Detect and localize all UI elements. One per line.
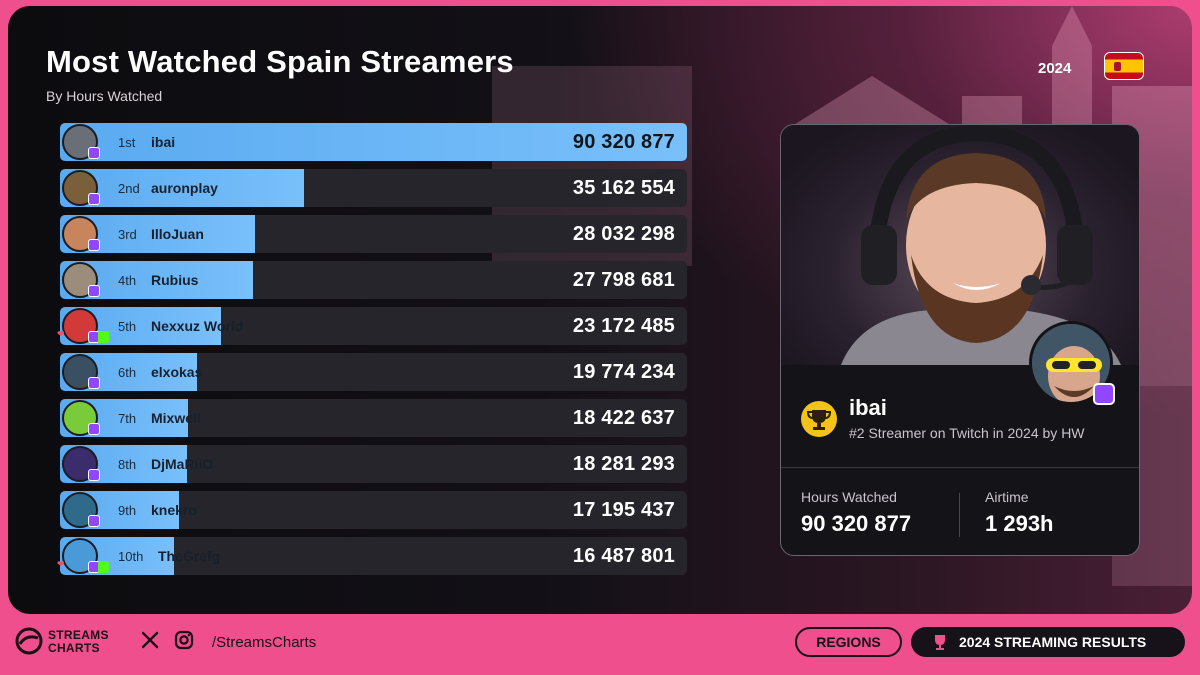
twitch-icon	[88, 239, 100, 251]
chart-row: 1st ibai 90 320 877	[60, 123, 687, 161]
rank-label: 3rd	[118, 227, 137, 242]
social-handle[interactable]: /StreamsCharts	[212, 634, 317, 651]
regions-button[interactable]: REGIONS	[795, 627, 902, 657]
hours-value-label: 90 320 877	[572, 131, 675, 153]
bar	[60, 169, 304, 207]
rank-label: 7th	[118, 411, 137, 426]
hours-value-label: 23 172 485	[572, 315, 675, 337]
kick-icon	[98, 331, 109, 343]
twitch-icon	[88, 193, 100, 205]
airtime-value: 1 293h	[985, 511, 1054, 536]
hours-value-label: 19 774 234	[572, 361, 675, 383]
hours-value-label: 27 798 681	[572, 269, 675, 291]
spain-flag-icon	[1104, 52, 1144, 80]
hours-value-label: 28 032 298	[572, 223, 675, 245]
chart-row: ❤ 10th TheGrefg 16 487 801	[57, 537, 687, 575]
rank-label: 9th	[118, 503, 137, 518]
bar-chart: 1st ibai 90 320 877 2nd auronplay 35 162 554 3…	[57, 123, 687, 583]
streaming-results-button[interactable]: 2024 STREAMING RESULTS	[911, 627, 1185, 657]
twitch-icon	[1093, 383, 1115, 405]
twitch-icon	[88, 515, 100, 527]
rank-label: 2nd	[118, 181, 140, 196]
rank-label: 4th	[118, 273, 137, 288]
streams-charts-logo-icon	[15, 627, 43, 655]
twitch-icon	[88, 285, 100, 297]
twitch-icon	[88, 377, 100, 389]
hours-value-label: 18 281 293	[572, 453, 675, 475]
streamer-name: Rubius	[151, 272, 199, 288]
streamer-name: Mixwell	[151, 410, 201, 426]
twitch-icon	[88, 423, 100, 435]
chart-row: 6th elxokas 19 774 234	[60, 353, 687, 391]
hours-value-label: 17 195 437	[572, 499, 675, 521]
profile-name: ibai	[849, 395, 887, 420]
chart-row: 7th Mixwell 18 422 637	[60, 399, 687, 437]
chart-row: ❤ 5th Nexxuz World 23 172 485	[57, 307, 687, 345]
hours-value-label: 35 162 554	[572, 177, 675, 199]
streamer-name: knekro	[151, 502, 197, 518]
instagram-icon[interactable]	[174, 630, 194, 650]
rank-label: 1st	[118, 135, 136, 150]
chart-row: 4th Rubius 27 798 681	[60, 261, 687, 299]
trophy-icon	[935, 635, 945, 650]
hours-value-label: 16 487 801	[572, 545, 675, 567]
trophy-icon	[801, 401, 837, 437]
twitch-icon	[88, 147, 100, 159]
chart-row: 9th knekro 17 195 437	[60, 491, 687, 529]
profile-description: #2 Streamer on Twitch in 2024 by HW	[849, 425, 1085, 441]
rank-label: 6th	[118, 365, 137, 380]
chart-row: 8th DjMaRiiO 18 281 293	[60, 445, 687, 483]
rank-label: 5th	[118, 319, 137, 334]
airtime-label: Airtime	[985, 489, 1029, 505]
profile-card: ibai #2 Streamer on Twitch in 2024 by HW…	[780, 124, 1140, 556]
card-divider	[781, 467, 1139, 468]
hours-watched-label: Hours Watched	[801, 489, 897, 505]
rank-label: 8th	[118, 457, 137, 472]
twitch-icon	[88, 469, 100, 481]
streamer-name: TheGrefg	[158, 548, 221, 564]
x-twitter-icon[interactable]	[140, 630, 160, 650]
stat-divider	[959, 493, 960, 537]
page-title: Most Watched Spain Streamers	[46, 44, 514, 79]
streamer-name: IlloJuan	[151, 226, 204, 242]
hours-value-label: 18 422 637	[572, 407, 675, 429]
rank-label: 10th	[118, 549, 144, 564]
streamer-name: auronplay	[151, 180, 218, 196]
streamer-name: Nexxuz World	[151, 318, 244, 334]
brand-name-line2: CHARTS	[48, 641, 100, 655]
brand-name-line1: STREAMS	[48, 628, 109, 642]
streaming-results-label: 2024 STREAMING RESULTS	[959, 634, 1147, 650]
kick-icon	[98, 561, 109, 573]
chart-row: 2nd auronplay 35 162 554	[60, 169, 687, 207]
page-subtitle: By Hours Watched	[46, 88, 163, 104]
main-panel: Most Watched Spain Streamers By Hours Wa…	[8, 6, 1192, 614]
streamer-avatar	[62, 400, 98, 436]
hours-watched-value: 90 320 877	[801, 511, 912, 536]
streamer-name: DjMaRiiO	[151, 456, 214, 472]
heart-icon: ❤	[57, 559, 65, 569]
year-label: 2024	[1038, 60, 1072, 77]
heart-icon: ❤	[57, 329, 65, 339]
streamer-name: ibai	[151, 134, 176, 150]
bar	[60, 123, 687, 161]
chart-row: 3rd IlloJuan 28 032 298	[60, 215, 687, 253]
streamer-name: elxokas	[151, 364, 203, 380]
